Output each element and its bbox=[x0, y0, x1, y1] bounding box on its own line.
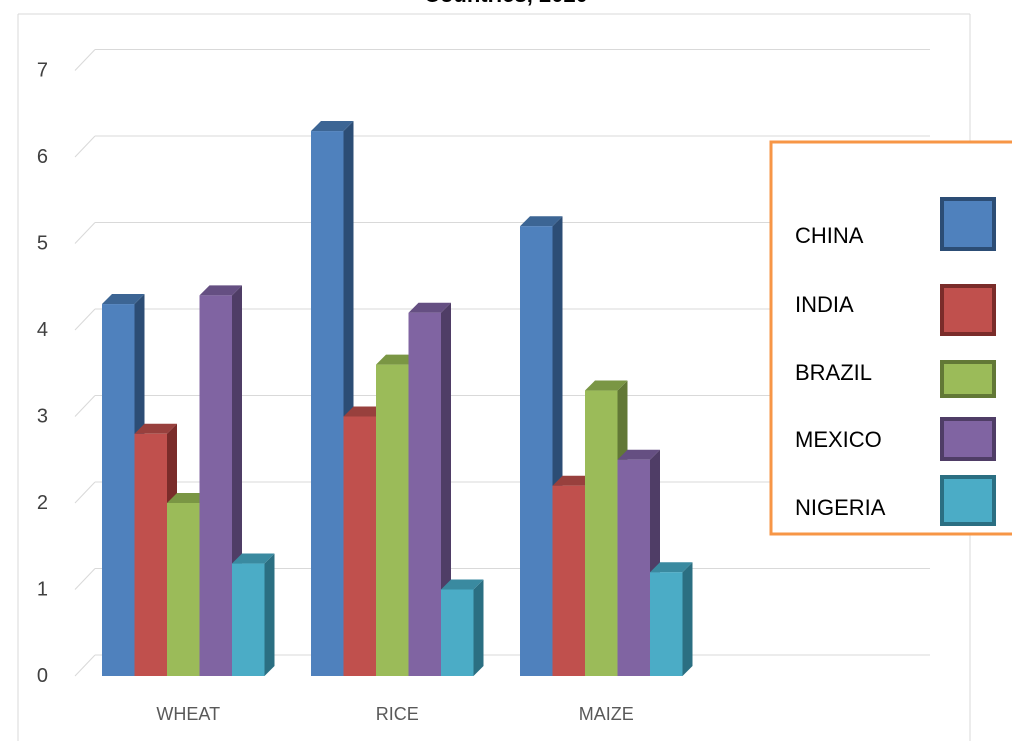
bar-top-india-maize bbox=[552, 475, 595, 486]
bar-side-nigeria-wheat bbox=[264, 553, 275, 676]
y-tick-label: 6 bbox=[37, 146, 48, 168]
bar-mexico-wheat bbox=[199, 295, 232, 676]
bar-top-china-maize bbox=[520, 216, 563, 227]
bar-top-nigeria-wheat bbox=[232, 553, 275, 564]
gridline-depth-2 bbox=[74, 481, 96, 504]
bar-nigeria-maize bbox=[650, 572, 683, 676]
y-tick-label: 7 bbox=[37, 60, 48, 82]
y-tick-label: 0 bbox=[37, 665, 48, 687]
bar-side-nigeria-rice bbox=[473, 579, 484, 676]
bar-brazil-rice bbox=[376, 364, 409, 676]
y-tick-label: 4 bbox=[37, 319, 48, 341]
y-tick-label: 5 bbox=[37, 233, 48, 255]
bar-top-nigeria-maize bbox=[650, 562, 693, 573]
legend-swatch-india bbox=[940, 284, 996, 336]
bar-india-maize bbox=[552, 485, 585, 676]
gridline-depth-3 bbox=[74, 395, 96, 417]
bar-top-china-wheat bbox=[102, 294, 145, 305]
gridline-depth-7 bbox=[74, 49, 96, 71]
bar-top-mexico-maize bbox=[617, 449, 660, 460]
legend-swatch-china bbox=[940, 197, 996, 251]
legend-label-india: INDIA bbox=[795, 292, 854, 317]
gridline-depth-6 bbox=[74, 135, 96, 158]
legend-swatch-mexico bbox=[940, 417, 996, 461]
bar-brazil-maize bbox=[585, 390, 618, 676]
x-tick-label: WHEAT bbox=[156, 704, 220, 724]
x-tick-label: MAIZE bbox=[579, 704, 634, 724]
legend-swatch-brazil bbox=[940, 360, 996, 398]
bar-mexico-maize bbox=[617, 459, 650, 676]
bar-top-brazil-rice bbox=[376, 354, 419, 365]
bar-top-india-wheat bbox=[134, 423, 177, 434]
legend-label-mexico: MEXICO bbox=[795, 427, 882, 452]
chart-title: Countries, 2020 bbox=[0, 0, 1012, 8]
y-tick-label: 2 bbox=[37, 492, 48, 514]
bar-china-wheat bbox=[102, 304, 135, 676]
legend-label-nigeria: NIGERIA bbox=[795, 495, 886, 520]
bar-side-nigeria-maize bbox=[682, 562, 693, 676]
y-tick-label: 3 bbox=[37, 406, 48, 428]
bar-top-mexico-wheat bbox=[199, 285, 242, 296]
bar-india-rice bbox=[343, 416, 376, 676]
gridline-depth-0 bbox=[74, 654, 96, 677]
bar-top-brazil-wheat bbox=[167, 493, 210, 503]
bar-china-maize bbox=[520, 226, 553, 676]
legend-label-brazil: BRAZIL bbox=[795, 360, 872, 385]
bar-china-rice bbox=[311, 131, 344, 677]
bar-top-india-rice bbox=[343, 406, 386, 417]
bar-brazil-wheat bbox=[167, 503, 200, 676]
legend-swatch-nigeria bbox=[940, 475, 996, 526]
legend-label-china: CHINA bbox=[795, 223, 864, 248]
gridline-depth-5 bbox=[74, 222, 96, 244]
x-tick-label: RICE bbox=[376, 704, 419, 724]
bar-india-wheat bbox=[134, 433, 167, 676]
y-tick-label: 1 bbox=[37, 579, 48, 601]
bar-mexico-rice bbox=[408, 312, 441, 676]
bar-nigeria-rice bbox=[441, 589, 474, 676]
gridline-depth-1 bbox=[74, 568, 96, 590]
gridline-depth-4 bbox=[74, 308, 96, 331]
bar-top-nigeria-rice bbox=[441, 579, 484, 590]
bar-nigeria-wheat bbox=[232, 563, 265, 676]
bar-top-china-rice bbox=[311, 121, 354, 132]
bar-top-mexico-rice bbox=[408, 302, 451, 313]
bar-top-brazil-maize bbox=[585, 380, 628, 391]
